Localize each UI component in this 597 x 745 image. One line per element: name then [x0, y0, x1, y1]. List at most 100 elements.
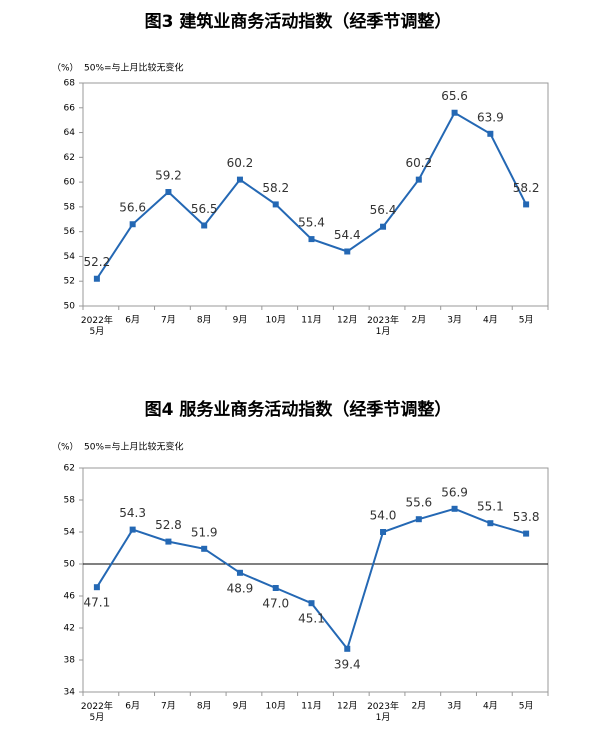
data-point	[272, 201, 279, 208]
data-point	[93, 584, 100, 591]
y-tick-label: 56	[64, 227, 76, 237]
x-tick-label: 2月	[411, 701, 426, 712]
value-label: 63.9	[477, 110, 504, 124]
x-tick-label: 3月	[447, 701, 462, 712]
x-tick-label: 4月	[483, 701, 498, 712]
value-label: 54.4	[334, 228, 361, 242]
value-label: 47.0	[262, 597, 289, 611]
value-label: 51.9	[191, 525, 218, 539]
x-tick-label: 7月	[161, 315, 176, 326]
value-label: 65.6	[441, 89, 468, 103]
x-tick-label: 4月	[483, 315, 498, 326]
value-label: 55.4	[298, 216, 325, 230]
value-label: 52.2	[84, 255, 111, 269]
data-point	[165, 189, 172, 196]
data-point	[523, 201, 530, 208]
x-tick-label: 8月	[197, 315, 212, 326]
y-tick-label: 38	[64, 656, 76, 666]
y-tick-label: 46	[64, 592, 76, 602]
value-label: 58.2	[513, 181, 540, 195]
value-label: 55.6	[405, 496, 432, 510]
value-label: 48.9	[227, 581, 254, 595]
value-label: 47.1	[84, 596, 111, 610]
data-point	[93, 275, 100, 282]
x-tick-label: 10月	[266, 701, 286, 712]
data-point	[344, 248, 351, 255]
x-tick-label: 5月	[519, 701, 534, 712]
y-tick-label: 60	[64, 178, 76, 188]
y-tick-label: 50	[64, 560, 76, 570]
value-label: 56.5	[191, 202, 218, 216]
data-point	[129, 526, 136, 533]
y-tick-label: 66	[64, 103, 76, 113]
value-label: 39.4	[334, 657, 361, 671]
x-tick-label: 9月	[233, 701, 248, 712]
plot-area	[82, 467, 549, 693]
y-tick-label: 58	[64, 202, 76, 212]
data-point	[308, 236, 315, 243]
x-tick-label: 11月	[301, 315, 321, 326]
value-label: 60.2	[227, 156, 254, 170]
y-tick-label: 68	[64, 79, 76, 89]
x-tick-label: 7月	[161, 701, 176, 712]
value-label: 59.2	[155, 169, 182, 183]
data-point	[451, 505, 458, 512]
data-point	[523, 530, 530, 537]
y-tick-label: 42	[64, 624, 75, 634]
x-tick-label: 11月	[301, 701, 321, 712]
value-label: 55.1	[477, 500, 504, 514]
data-point	[165, 538, 172, 545]
data-point	[308, 600, 315, 607]
data-point	[487, 130, 494, 137]
note: 50%=与上月比较无变化	[84, 441, 184, 453]
x-tick-label: 2022年 5月	[81, 314, 113, 337]
y-tick-label: 54	[64, 528, 76, 538]
x-tick-label: 6月	[125, 315, 140, 326]
plot-area	[82, 82, 549, 307]
x-tick-label: 10月	[266, 315, 286, 326]
data-point	[415, 516, 422, 523]
x-tick-label: 2023年 1月	[367, 314, 399, 337]
y-tick-label: 50	[64, 302, 76, 312]
unit-label: （%）	[52, 63, 79, 74]
chart-title: 图4 服务业商务活动指数（经季节调整）	[145, 399, 452, 420]
y-tick-label: 52	[64, 277, 75, 287]
x-tick-label: 2月	[411, 315, 426, 326]
x-tick-label: 12月	[337, 701, 357, 712]
y-tick-label: 58	[64, 496, 76, 506]
data-point	[129, 221, 136, 228]
data-point	[487, 520, 494, 527]
data-point	[201, 545, 208, 552]
x-tick-label: 2022年 5月	[81, 700, 113, 723]
y-tick-label: 54	[64, 252, 76, 262]
x-tick-label: 8月	[197, 701, 212, 712]
x-tick-label: 12月	[337, 315, 357, 326]
data-point	[380, 529, 387, 535]
x-tick-label: 9月	[233, 315, 248, 326]
data-point	[380, 223, 387, 230]
value-label: 54.0	[370, 509, 397, 523]
x-tick-label: 2023年 1月	[367, 700, 399, 723]
y-tick-label: 34	[64, 688, 76, 698]
value-label: 53.8	[513, 510, 540, 524]
x-tick-label: 6月	[125, 701, 140, 712]
value-label: 54.3	[119, 506, 146, 520]
value-label: 45.1	[298, 612, 325, 626]
value-label: 58.2	[262, 181, 289, 195]
x-tick-label: 5月	[519, 315, 534, 326]
value-label: 60.2	[405, 156, 432, 170]
value-label: 56.6	[119, 201, 146, 215]
y-tick-label: 64	[64, 128, 76, 138]
data-point	[272, 585, 279, 591]
data-line	[96, 111, 528, 280]
data-point	[415, 176, 422, 183]
data-point	[236, 569, 243, 576]
y-tick-label: 62	[64, 153, 75, 163]
data-point	[236, 176, 243, 183]
data-point	[344, 645, 351, 652]
value-label: 56.4	[370, 203, 397, 217]
note: 50%=与上月比较无变化	[84, 62, 184, 74]
chart-title: 图3 建筑业商务活动指数（经季节调整）	[145, 11, 452, 32]
value-label: 56.9	[441, 485, 468, 499]
